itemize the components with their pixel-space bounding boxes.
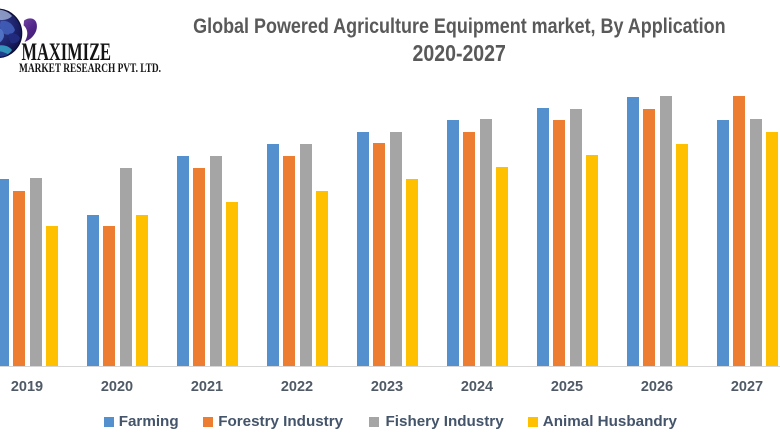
- svg-text:MAXIMIZE: MAXIMIZE: [22, 39, 112, 66]
- svg-text:MARKET RESEARCH PVT. LTD.: MARKET RESEARCH PVT. LTD.: [19, 60, 161, 75]
